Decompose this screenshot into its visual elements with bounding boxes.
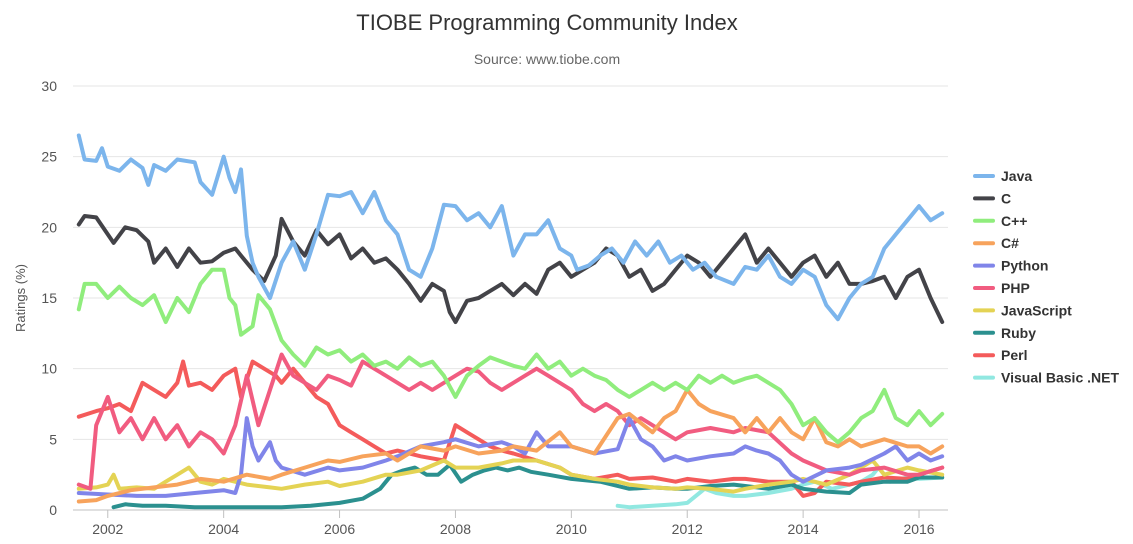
series-line-ruby[interactable] [111, 462, 945, 510]
legend-label: Visual Basic .NET [1001, 370, 1119, 386]
y-tick-label: 5 [49, 431, 57, 447]
legend-label: C [1001, 190, 1011, 206]
series-line-perl[interactable] [76, 359, 945, 498]
legend-label: PHP [1001, 280, 1030, 296]
series-line-php[interactable] [76, 352, 945, 491]
series-lines [76, 133, 945, 510]
x-tick-label: 2014 [788, 521, 819, 537]
x-tick-label: 2006 [324, 521, 355, 537]
x-tick-label: 2002 [92, 521, 123, 537]
legend-label: JavaScript [1001, 302, 1072, 318]
x-tick-label: 2016 [903, 521, 934, 537]
y-tick-label: 30 [41, 78, 57, 94]
series-line-c[interactable] [76, 214, 945, 324]
legend-item-python[interactable]: Python [973, 258, 1048, 274]
chart-subtitle: Source: www.tiobe.com [474, 51, 620, 67]
legend-item-c[interactable]: C++ [973, 213, 1027, 229]
x-tick-label: 2010 [556, 521, 587, 537]
legend-label: C++ [1001, 213, 1027, 229]
chart-title: TIOBE Programming Community Index [356, 10, 737, 35]
y-tick-label: 10 [41, 361, 57, 377]
legend-item-javascript[interactable]: JavaScript [973, 302, 1072, 318]
legend-item-c[interactable]: C# [973, 235, 1019, 251]
legend-item-php[interactable]: PHP [973, 280, 1030, 296]
y-tick-label: 15 [41, 290, 57, 306]
legend-item-perl[interactable]: Perl [973, 347, 1027, 363]
series-line-c[interactable] [76, 387, 945, 504]
legend-label: Python [1001, 258, 1048, 274]
y-tick-label: 25 [41, 149, 57, 165]
series-line-c[interactable] [76, 267, 945, 445]
y-tick-label: 0 [49, 502, 57, 518]
series-line-python[interactable] [76, 416, 945, 498]
legend-item-java[interactable]: Java [973, 168, 1032, 184]
legend-item-visual-basic-net[interactable]: Visual Basic .NET [973, 370, 1119, 386]
y-axis: 0 5 10 15 20 25 30 [41, 78, 57, 518]
legend-item-ruby[interactable]: Ruby [973, 325, 1036, 341]
legend-label: Java [1001, 168, 1032, 184]
legend-label: Ruby [1001, 325, 1036, 341]
legend-label: Perl [1001, 347, 1027, 363]
x-tick-label: 2012 [672, 521, 703, 537]
legend-label: C# [1001, 235, 1019, 251]
y-axis-label: Ratings (%) [13, 264, 28, 332]
x-tick-label: 2004 [208, 521, 239, 537]
x-tick-label: 2008 [440, 521, 471, 537]
x-axis: 2002 2004 2006 2008 2010 2012 2014 2016 [92, 510, 935, 537]
gridlines [73, 85, 948, 511]
legend: Java C C++ C# Python PHP JavaScript Ruby Perl Vis… [973, 168, 1119, 386]
series-line-java[interactable] [76, 133, 945, 322]
legend-item-c[interactable]: C [973, 190, 1011, 206]
y-tick-label: 20 [41, 219, 57, 235]
